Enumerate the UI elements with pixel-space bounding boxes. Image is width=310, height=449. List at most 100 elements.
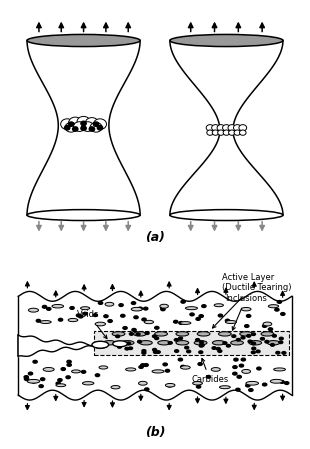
Circle shape: [41, 378, 45, 381]
Circle shape: [98, 302, 103, 304]
Ellipse shape: [193, 382, 202, 385]
Circle shape: [136, 333, 140, 335]
Ellipse shape: [242, 370, 250, 374]
Circle shape: [168, 342, 172, 344]
Circle shape: [241, 336, 245, 339]
Circle shape: [200, 341, 204, 344]
Ellipse shape: [72, 370, 81, 373]
Ellipse shape: [81, 307, 90, 310]
Ellipse shape: [240, 332, 253, 336]
Circle shape: [153, 335, 157, 338]
Ellipse shape: [197, 332, 210, 336]
Circle shape: [155, 326, 159, 329]
Circle shape: [76, 314, 81, 317]
Circle shape: [145, 388, 149, 391]
Circle shape: [129, 347, 133, 349]
Circle shape: [207, 130, 213, 135]
Circle shape: [237, 375, 241, 378]
Ellipse shape: [155, 332, 167, 336]
Circle shape: [234, 130, 241, 135]
Circle shape: [223, 130, 230, 135]
Ellipse shape: [92, 341, 109, 348]
Circle shape: [239, 125, 247, 131]
Circle shape: [129, 333, 133, 335]
Circle shape: [276, 352, 280, 354]
Circle shape: [132, 329, 136, 331]
Circle shape: [97, 126, 103, 130]
Ellipse shape: [166, 383, 175, 387]
Text: Carbides: Carbides: [191, 358, 228, 384]
Circle shape: [56, 382, 60, 385]
Circle shape: [217, 125, 225, 131]
Circle shape: [223, 342, 227, 344]
Circle shape: [233, 365, 237, 369]
Circle shape: [144, 364, 148, 366]
Circle shape: [187, 350, 191, 353]
Circle shape: [153, 348, 157, 351]
Circle shape: [225, 319, 230, 322]
Circle shape: [77, 116, 90, 127]
Circle shape: [82, 122, 94, 132]
Circle shape: [93, 119, 107, 129]
Circle shape: [121, 314, 125, 317]
Ellipse shape: [103, 341, 116, 345]
Circle shape: [116, 335, 120, 338]
Ellipse shape: [212, 341, 225, 345]
Ellipse shape: [52, 304, 64, 308]
Circle shape: [251, 351, 255, 354]
Circle shape: [153, 351, 157, 353]
Ellipse shape: [140, 341, 152, 345]
Circle shape: [179, 321, 183, 324]
Circle shape: [196, 317, 200, 320]
Circle shape: [138, 340, 142, 343]
Ellipse shape: [29, 308, 38, 312]
Ellipse shape: [133, 332, 146, 336]
Circle shape: [240, 130, 246, 135]
Ellipse shape: [268, 305, 279, 308]
Circle shape: [236, 339, 240, 341]
Text: Inclusions: Inclusions: [225, 294, 267, 330]
Circle shape: [142, 318, 146, 321]
Ellipse shape: [225, 321, 237, 324]
Ellipse shape: [126, 368, 136, 371]
Circle shape: [139, 365, 143, 368]
Ellipse shape: [170, 35, 283, 47]
Circle shape: [134, 316, 138, 319]
Circle shape: [212, 347, 216, 349]
Polygon shape: [27, 40, 140, 215]
Circle shape: [42, 305, 47, 308]
Ellipse shape: [176, 341, 189, 345]
Circle shape: [252, 342, 255, 345]
Circle shape: [125, 348, 129, 350]
Circle shape: [202, 305, 206, 308]
Ellipse shape: [144, 320, 153, 324]
Circle shape: [174, 339, 178, 341]
Circle shape: [67, 364, 71, 366]
Ellipse shape: [219, 332, 231, 336]
Circle shape: [29, 372, 33, 375]
Circle shape: [81, 121, 86, 126]
Circle shape: [67, 361, 71, 363]
Ellipse shape: [43, 368, 54, 371]
Circle shape: [145, 332, 149, 335]
Circle shape: [123, 326, 127, 330]
Text: Active Layer
(Ductile Tearing): Active Layer (Ductile Tearing): [212, 273, 291, 328]
Ellipse shape: [267, 341, 280, 345]
Ellipse shape: [180, 366, 190, 369]
Circle shape: [85, 118, 99, 128]
Circle shape: [104, 315, 108, 317]
Ellipse shape: [27, 210, 140, 220]
Circle shape: [199, 344, 203, 347]
Circle shape: [141, 364, 145, 366]
Ellipse shape: [95, 322, 105, 326]
Circle shape: [93, 314, 97, 317]
Circle shape: [79, 315, 83, 318]
Ellipse shape: [99, 366, 108, 369]
Circle shape: [95, 374, 100, 377]
Ellipse shape: [105, 302, 114, 306]
Circle shape: [251, 333, 255, 335]
Circle shape: [181, 300, 185, 303]
Circle shape: [81, 126, 86, 131]
Circle shape: [179, 337, 183, 339]
Circle shape: [69, 122, 74, 126]
